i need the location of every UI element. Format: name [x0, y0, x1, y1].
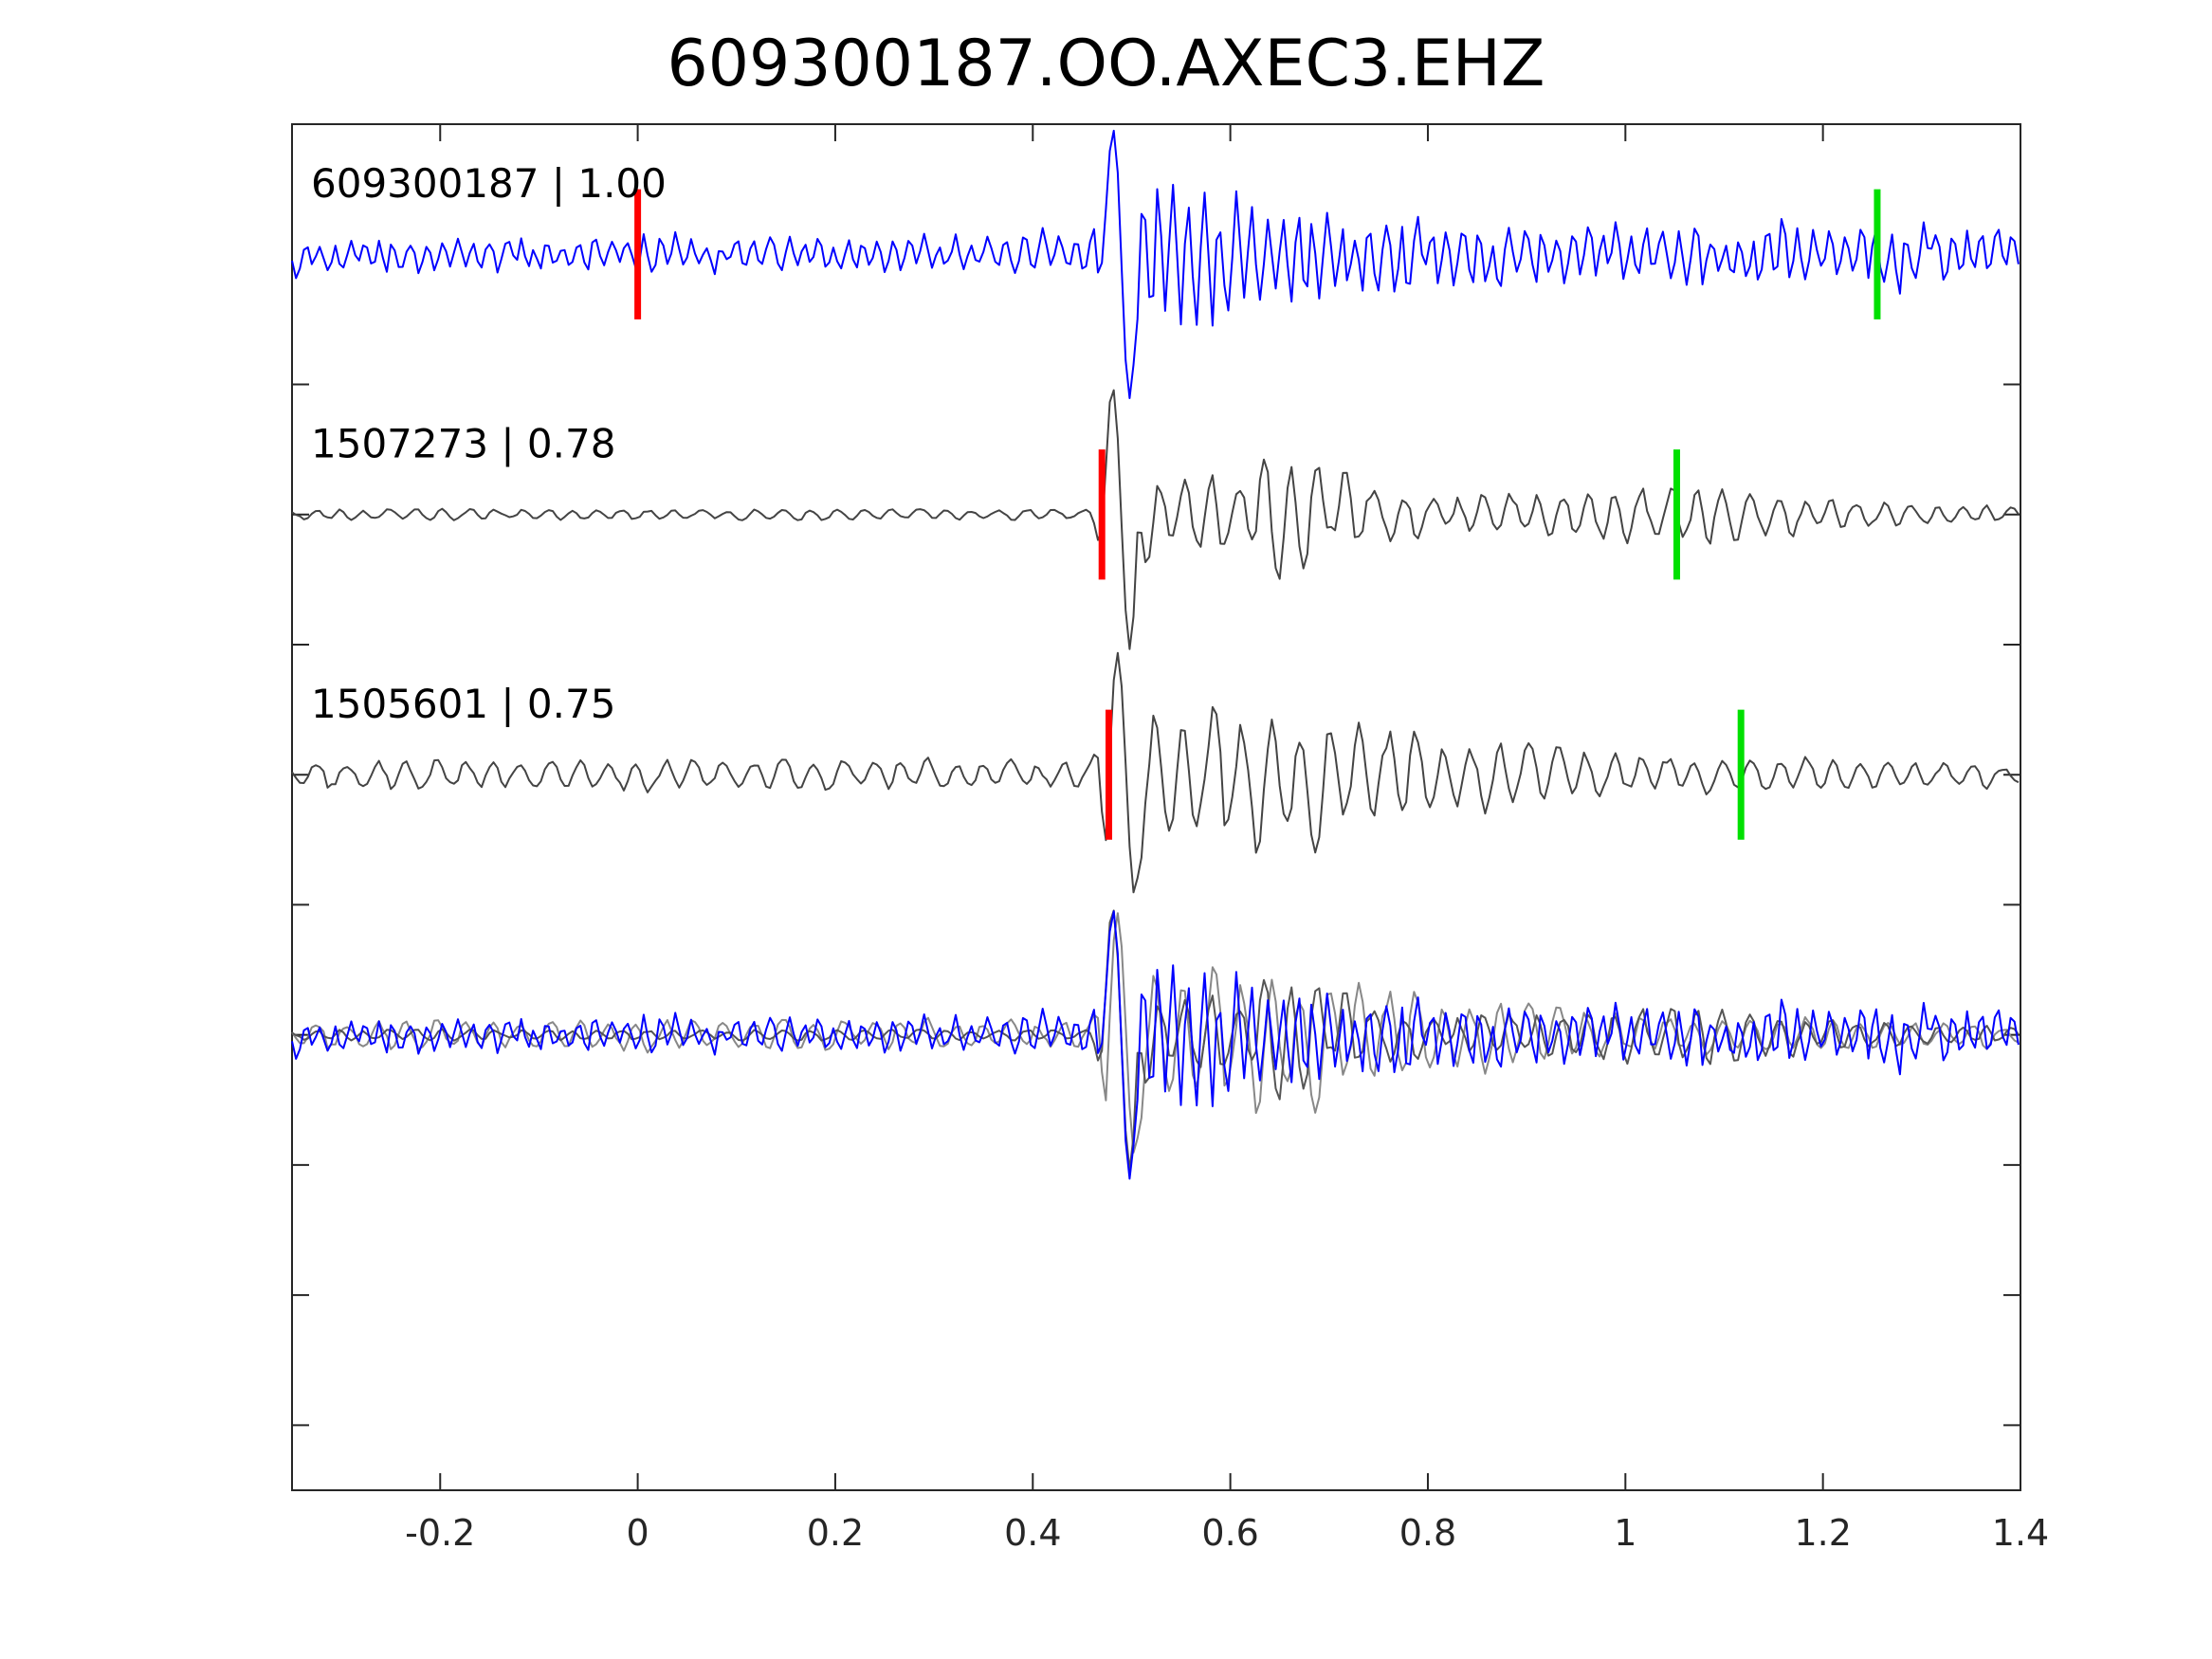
x-tick-label: 0.8 [1399, 1512, 1456, 1554]
plot-area-frame [291, 123, 2021, 1491]
waveform-trace [291, 389, 2020, 650]
waveform-trace [291, 129, 2020, 399]
trace-label: 609300187 | 1.00 [311, 160, 667, 207]
trace-label: 1505601 | 0.75 [311, 681, 615, 727]
x-tick-label: -0.2 [405, 1512, 475, 1554]
x-tick-label: 0.2 [807, 1512, 864, 1554]
x-tick-label: 0.6 [1201, 1512, 1258, 1554]
trace-labels: 609300187 | 1.00 1507273 | 0.78 1505601 | … [311, 160, 667, 727]
x-tick-label: 1.4 [1992, 1512, 2049, 1554]
trace-label: 1507273 | 0.78 [311, 420, 615, 466]
phase-picks [634, 189, 1881, 840]
chart-title: 609300187.OO.AXEC3.EHZ [667, 27, 1545, 101]
x-axis-ticks: -0.2 0 0.2 0.4 0.6 0.8 1 1.2 1.4 [405, 124, 2049, 1554]
x-tick-label: 1 [1614, 1512, 1636, 1554]
waveform-traces [291, 129, 2020, 1180]
x-tick-label: 0.4 [1004, 1512, 1061, 1554]
x-tick-label: 0 [627, 1512, 649, 1554]
x-tick-label: 1.2 [1794, 1512, 1851, 1554]
overlay-waveform-trace [291, 910, 2020, 1180]
waveform-trace [291, 651, 2020, 894]
y-axis-ticks [292, 383, 2020, 1427]
overlay-waveform-trace [291, 912, 2020, 1154]
